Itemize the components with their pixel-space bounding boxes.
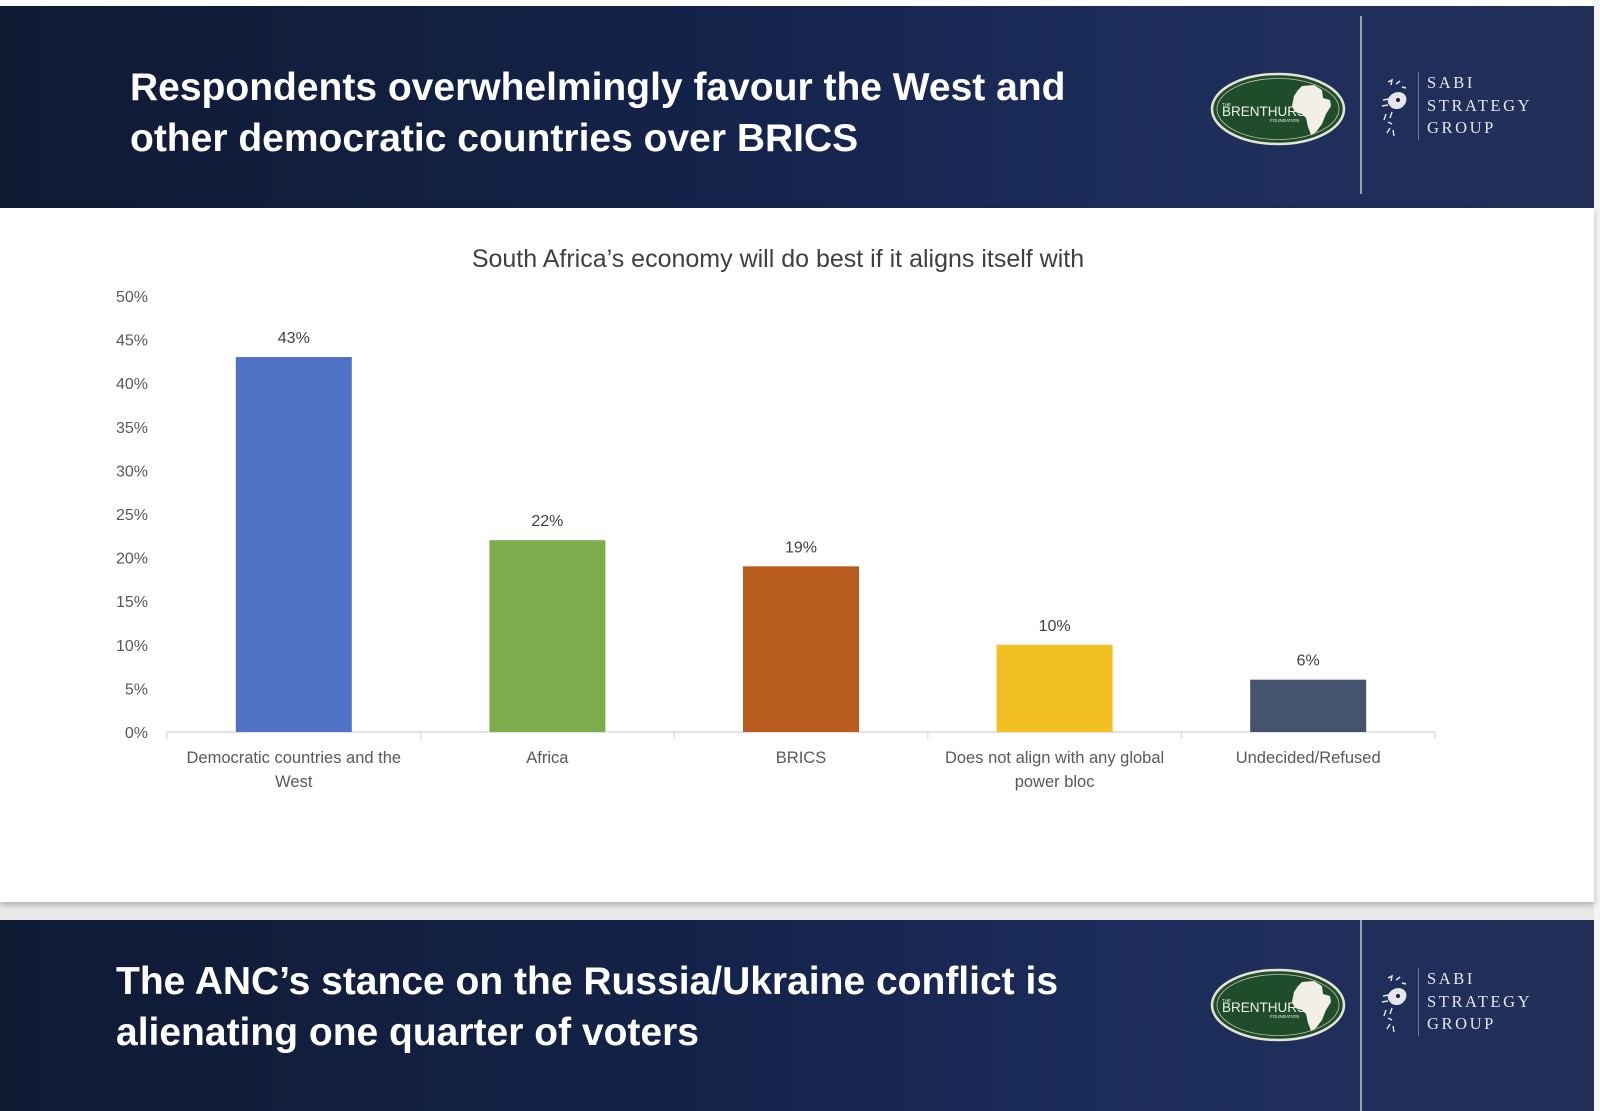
x-category-label: Democratic countries and the (186, 749, 401, 767)
brenthurst-small-text: THE (1222, 102, 1231, 107)
brenthurst-small-text: THE (1222, 998, 1231, 1003)
y-tick-label: 35% (116, 420, 148, 437)
y-tick-label: 50% (116, 289, 148, 306)
data-label: 22% (531, 513, 563, 530)
brenthurst-name-text: BRENTHURST (1222, 1000, 1314, 1015)
slide-title-top-line1: Respondents overwhelmingly favour the We… (130, 66, 1066, 109)
slide-title-bottom-line2: alienating one quarter of voters (116, 1011, 699, 1054)
y-tick-label: 5% (125, 681, 148, 698)
slide-title-top: Respondents overwhelmingly favour the We… (130, 62, 1065, 164)
sabi-line2: STRATEGY (1427, 95, 1533, 115)
x-category-label: Africa (526, 749, 569, 767)
bar (743, 566, 859, 732)
y-tick-label: 30% (116, 463, 148, 480)
bar (235, 357, 352, 732)
logo-divider (1360, 16, 1362, 194)
data-label: 6% (1297, 653, 1320, 670)
slide-header-bottom: The ANC’s stance on the Russia/Ukraine c… (0, 920, 1594, 1111)
sabi-line2: STRATEGY (1427, 991, 1533, 1011)
bar (1250, 679, 1367, 732)
x-category-label: West (275, 773, 313, 791)
slide-title-bottom: The ANC’s stance on the Russia/Ukraine c… (116, 956, 1058, 1058)
y-tick-label: 0% (125, 725, 148, 742)
brenthurst-sub-text: FOUNDATION (1270, 1014, 1299, 1019)
brenthurst-name-text: BRENTHURST (1222, 104, 1314, 119)
right-edge-strip (1594, 0, 1600, 1111)
sabi-wordmark-bottom: SABI STRATEGY GROUP (1418, 968, 1532, 1036)
x-category-label: Does not align with any global (945, 749, 1164, 767)
slide-title-top-line2: other democratic countries over BRICS (130, 117, 859, 160)
x-category-label: power bloc (1015, 773, 1095, 791)
data-label: 43% (278, 330, 310, 347)
sabi-leopard-icon (1381, 974, 1407, 1033)
africa-map-icon (1292, 981, 1331, 1031)
sabi-line1: SABI (1427, 73, 1475, 92)
data-label: 10% (1039, 618, 1071, 635)
brenthurst-logo-bottom: THE BRENTHURST FOUNDATION (1210, 968, 1346, 1042)
slide-title-bottom-line1: The ANC’s stance on the Russia/Ukraine c… (116, 960, 1059, 1003)
y-tick-label: 45% (116, 333, 148, 350)
bar (489, 540, 606, 732)
logo-divider-bottom (1360, 920, 1362, 1111)
y-tick-label: 20% (116, 551, 148, 568)
sabi-line3: GROUP (1427, 1014, 1496, 1033)
chart-card: South Africa’s economy will do best if i… (0, 208, 1594, 902)
sabi-line1: SABI (1427, 969, 1475, 988)
x-category-label: BRICS (776, 749, 826, 767)
sabi-line3: GROUP (1427, 118, 1496, 137)
y-tick-label: 10% (116, 638, 148, 655)
brenthurst-sub-text: FOUNDATION (1270, 118, 1299, 123)
bar-chart: South Africa’s economy will do best if i… (116, 245, 1436, 791)
data-label: 19% (785, 539, 817, 556)
africa-map-icon (1292, 85, 1331, 135)
chart-title: South Africa’s economy will do best if i… (472, 245, 1084, 273)
slide-header-top: Respondents overwhelmingly favour the We… (0, 6, 1594, 214)
x-category-label: Undecided/Refused (1236, 749, 1381, 767)
bar (996, 644, 1113, 732)
top-strip (0, 0, 1600, 6)
y-tick-label: 40% (116, 376, 148, 393)
y-tick-label: 25% (116, 507, 148, 524)
sabi-wordmark: SABI STRATEGY GROUP (1418, 72, 1532, 140)
y-tick-label: 15% (116, 594, 148, 611)
sabi-leopard-icon (1381, 78, 1407, 137)
brenthurst-logo: THE BRENTHURST FOUNDATION (1210, 72, 1346, 146)
